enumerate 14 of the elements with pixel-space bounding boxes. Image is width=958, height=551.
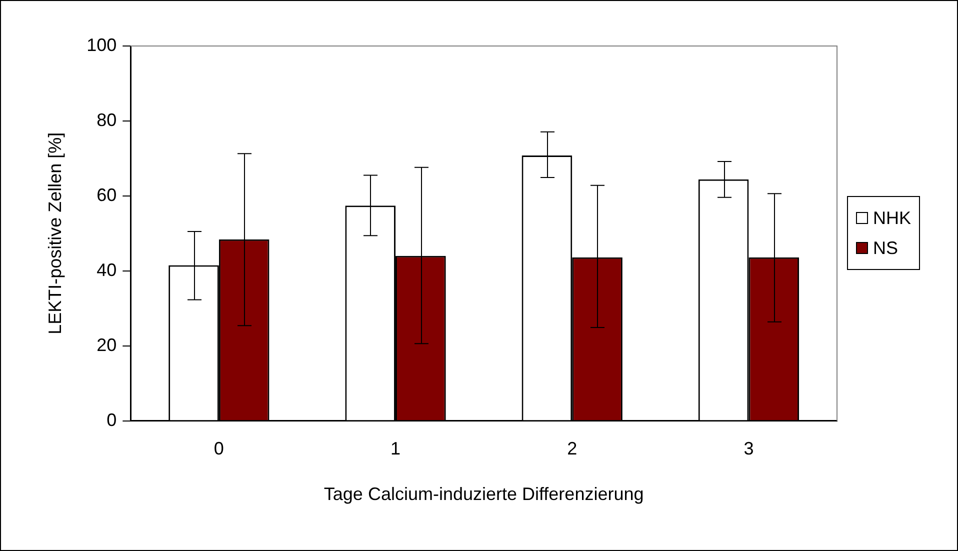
- y-tick-label: 20: [96, 334, 117, 355]
- legend-label: NS: [873, 237, 898, 260]
- y-axis-title: LEKTI-positive Zellen [%]: [44, 132, 65, 334]
- text: NHK: [873, 207, 912, 230]
- y-tick-label: 40: [96, 260, 117, 280]
- x-tick-label: 0: [214, 438, 224, 459]
- x-axis-title: Tage Calcium-induzierte Differenzierung: [324, 484, 644, 504]
- y-tick-label: 80: [96, 110, 117, 130]
- x-tick-label: 1: [390, 438, 401, 459]
- y-tick-label: 0: [106, 410, 117, 430]
- y-tick-label: 60: [96, 184, 117, 205]
- x-tick-label: 3: [744, 438, 754, 459]
- y-tick-label: 100: [86, 34, 117, 55]
- x-tick-label: 2: [567, 438, 578, 459]
